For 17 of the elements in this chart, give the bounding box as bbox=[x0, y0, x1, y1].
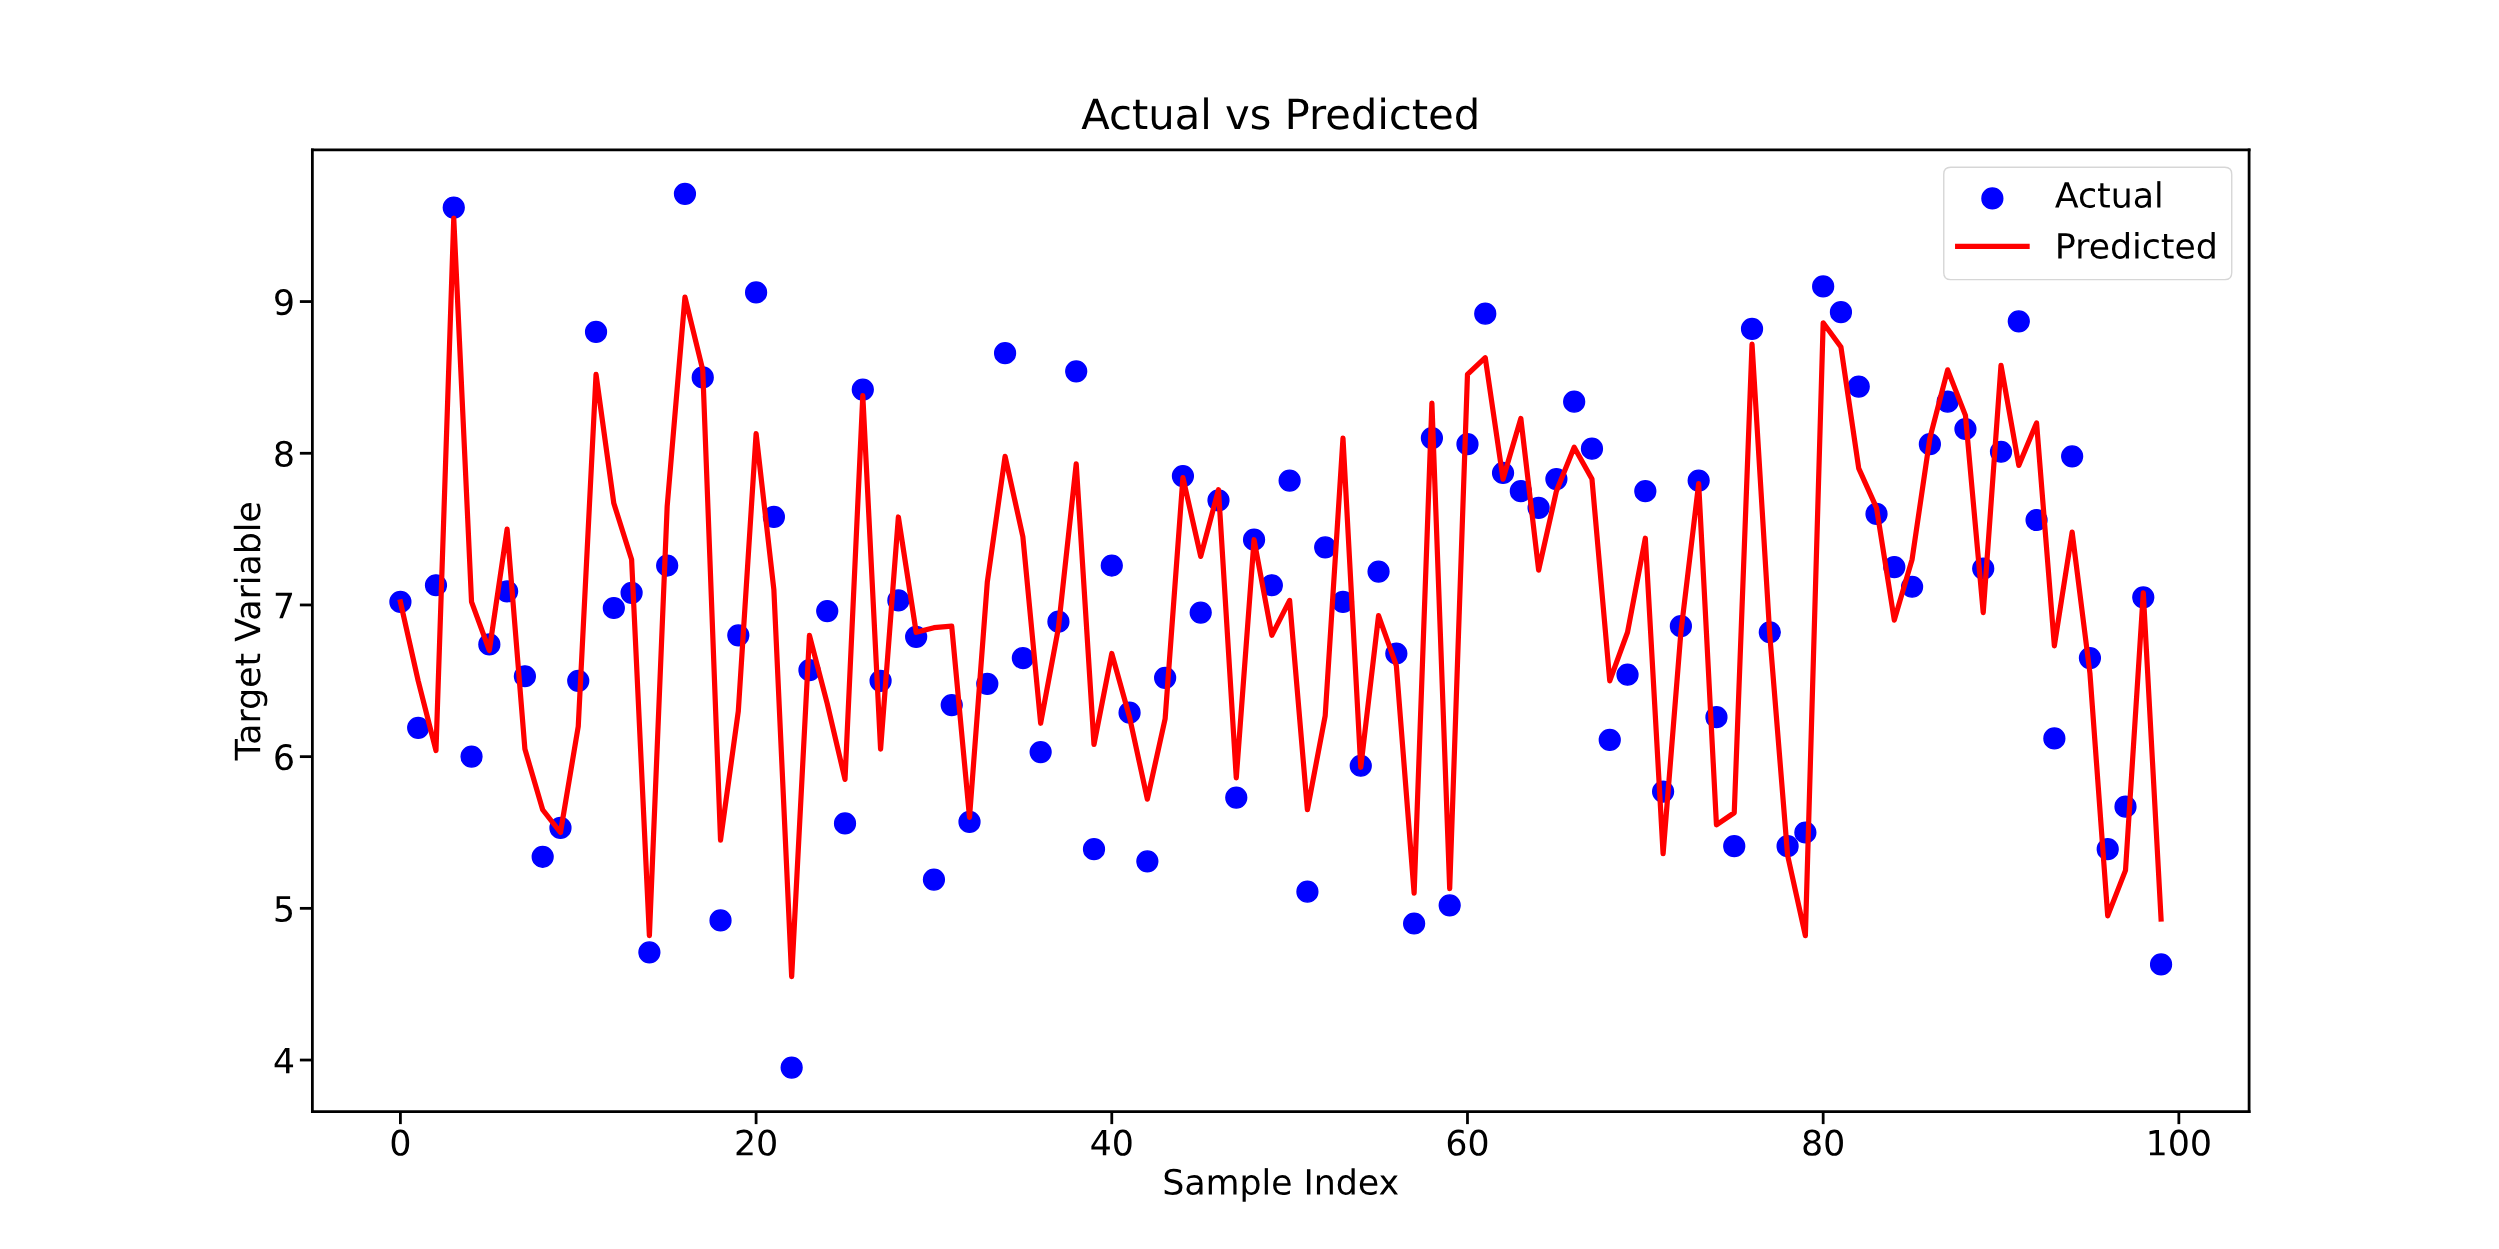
y-tick-label: 8 bbox=[275, 440, 293, 467]
x-tick-label: 20 bbox=[736, 1129, 776, 1156]
x-tick-label: 60 bbox=[1447, 1129, 1488, 1156]
y-tick-label: 5 bbox=[275, 896, 292, 923]
x-tick-label: 40 bbox=[1091, 1129, 1132, 1156]
y-tick-label: 4 bbox=[274, 1047, 294, 1074]
x-tick-label: 0 bbox=[391, 1129, 410, 1156]
x-tick-label: 100 bbox=[2149, 1129, 2210, 1156]
chart-title: Actual vs Predicted bbox=[1081, 97, 1477, 130]
y-tick-label: 7 bbox=[275, 592, 293, 619]
y-tick-label: 6 bbox=[275, 744, 293, 771]
legend-label: Predicted bbox=[2058, 232, 2215, 259]
x-axis-title: Sample Index bbox=[1164, 1168, 1398, 1202]
legend-label: Actual bbox=[2055, 181, 2161, 209]
y-tick-label: 9 bbox=[275, 288, 293, 316]
y-axis-title: Target Variable bbox=[233, 503, 268, 761]
x-tick-label: 80 bbox=[1803, 1129, 1843, 1156]
